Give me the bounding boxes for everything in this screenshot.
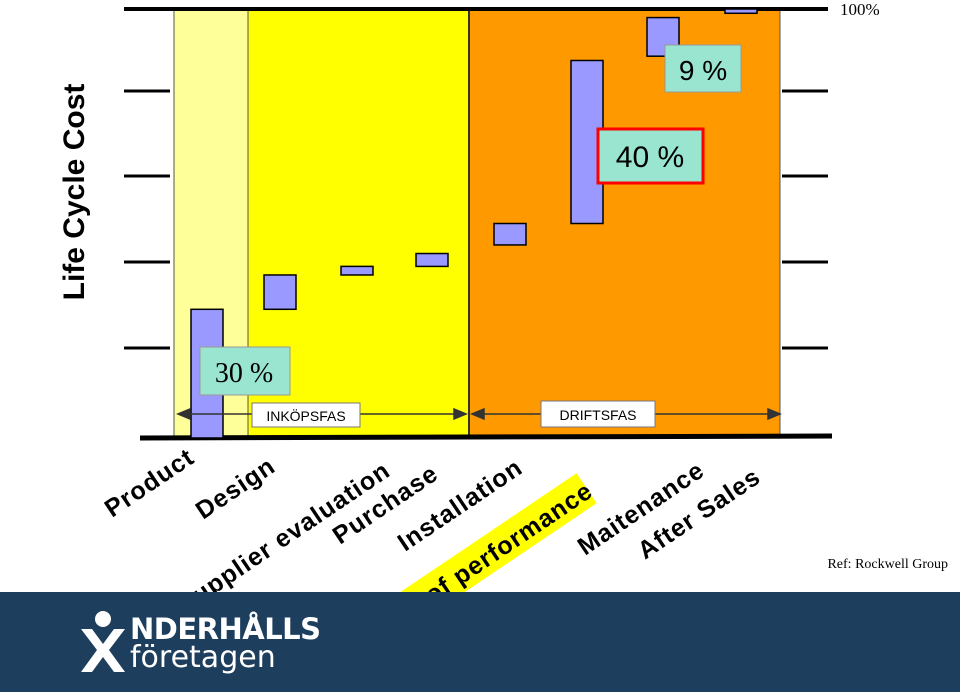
- bar-supplier-evaluation: [340, 265, 374, 276]
- phase-label-drift: DRIFTSFAS: [559, 407, 636, 423]
- y-axis-title: Life Cycle Cost: [58, 84, 91, 301]
- tick-marks: [124, 89, 828, 350]
- baseline: [139, 433, 833, 441]
- category-label-design: Design: [191, 452, 281, 525]
- phase-label-inkop: INKÖPSFAS: [266, 407, 345, 424]
- bar-after-sales: [724, 8, 758, 15]
- annotation-30-percent: 30 %: [215, 358, 273, 389]
- annotation-40-percent: 40 %: [616, 141, 684, 174]
- logo-line-1: NDERHÅLLS: [130, 612, 321, 646]
- person-x-icon: [81, 611, 125, 672]
- bar-installation: [493, 222, 527, 246]
- bar-design: [263, 274, 297, 311]
- y-max-label: 100%: [840, 0, 880, 19]
- category-label-product: Product: [100, 443, 200, 523]
- annotation-9-percent: 9 %: [679, 55, 727, 86]
- logo-line-2: företagen: [130, 640, 276, 675]
- bar-purchase: [415, 252, 449, 268]
- reference-note: Ref: Rockwell Group: [827, 557, 948, 572]
- footer-bar: [0, 592, 960, 692]
- underhallsforetagen-logo: NDERHÅLLS företagen: [78, 608, 321, 678]
